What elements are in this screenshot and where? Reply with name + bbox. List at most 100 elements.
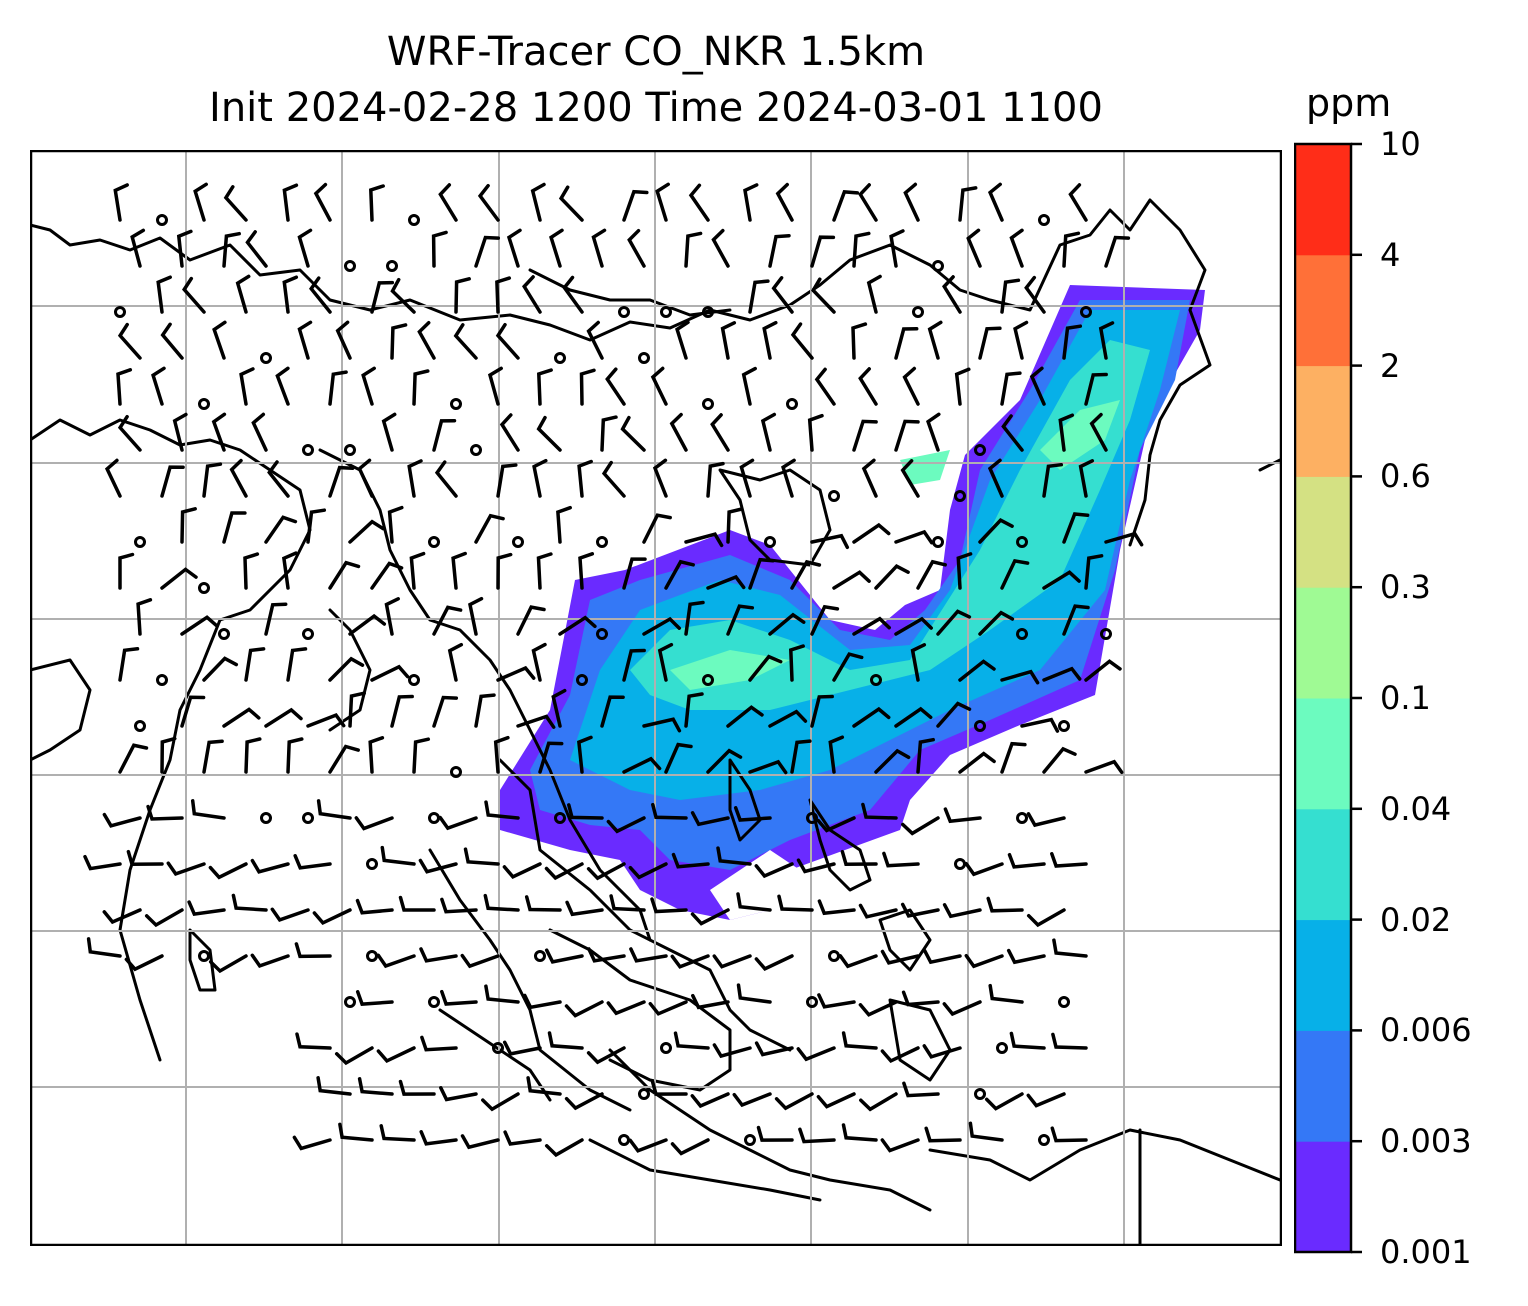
wind-barb (420, 1035, 458, 1052)
wind-barb (664, 559, 695, 590)
wind-barb (788, 644, 805, 682)
wind-barb (551, 688, 567, 728)
wind-barb (432, 418, 457, 452)
colorbar (1294, 142, 1362, 1254)
wind-barb (966, 228, 982, 268)
calm-wind-marker (638, 352, 650, 364)
wind-barb (958, 186, 978, 222)
calm-wind-marker (492, 1042, 504, 1054)
wind-barb (1104, 531, 1144, 547)
wind-barb (531, 642, 547, 682)
wind-barb (652, 458, 668, 498)
calm-wind-marker (932, 260, 944, 272)
wind-barb (861, 458, 878, 498)
wind-barb (438, 183, 458, 222)
wind-barb (936, 701, 972, 728)
wind-barb (861, 802, 898, 820)
wind-barb (338, 1122, 374, 1142)
wind-barb (243, 552, 260, 590)
colorbar-tick-label: 0.003 (1380, 1122, 1472, 1161)
wind-barb (1042, 462, 1064, 498)
wind-barb (348, 613, 387, 636)
wind-barb (675, 320, 690, 360)
calm-wind-marker (366, 950, 378, 962)
wind-barb (267, 460, 290, 498)
calm-wind-marker (996, 1042, 1008, 1054)
wind-barb (166, 861, 206, 876)
wind-barb (978, 326, 1002, 360)
calm-wind-marker (702, 306, 714, 318)
wind-barb (503, 1130, 542, 1146)
wind-barb (706, 461, 725, 498)
wind-barb (418, 858, 458, 874)
wind-barb (160, 465, 185, 498)
colorbar-segment (1295, 808, 1351, 921)
wind-barb (483, 893, 520, 912)
wind-barb (506, 228, 522, 268)
calm-wind-marker (534, 950, 546, 962)
wind-barb (900, 902, 940, 918)
map-frame (30, 150, 1282, 1246)
wind-barb (160, 322, 184, 360)
wind-barb (208, 954, 248, 974)
calm-wind-marker (974, 444, 986, 456)
wind-barb (379, 1124, 416, 1142)
wind-barb (368, 184, 385, 222)
wind-barb (526, 1076, 562, 1096)
wind-barb (1000, 371, 1022, 406)
wind-barb (193, 182, 208, 222)
wind-barb (235, 274, 251, 314)
wind-barb (212, 320, 227, 360)
colorbar-segment (1295, 254, 1351, 367)
calm-wind-marker (764, 536, 776, 548)
wind-barb (1026, 1092, 1066, 1108)
wind-barb (748, 557, 775, 590)
wind-barb (642, 717, 682, 733)
wind-barb (264, 515, 298, 544)
wind-barb (706, 748, 743, 774)
wind-barb (894, 529, 934, 545)
wind-barb (810, 235, 836, 268)
wind-barb (1089, 412, 1108, 452)
colorbar-segment (1295, 365, 1351, 477)
calm-wind-marker (408, 214, 420, 226)
wind-barb (239, 367, 255, 406)
wind-barb (286, 647, 308, 682)
wind-barb (622, 557, 647, 590)
wind-barb (688, 183, 710, 222)
wind-barb (1084, 372, 1108, 406)
wind-barb (754, 862, 794, 879)
wind-barb (113, 183, 129, 222)
wind-barb (622, 756, 662, 774)
wind-barb (368, 736, 385, 774)
wind-barb (83, 854, 122, 871)
calm-wind-marker (344, 444, 356, 456)
wind-barb (264, 707, 303, 728)
wind-barb (1029, 366, 1046, 406)
calm-wind-marker (1058, 720, 1070, 732)
wind-barb (859, 1092, 898, 1112)
wind-barb (516, 714, 556, 729)
wind-barb (684, 532, 724, 548)
wind-barb (978, 610, 1015, 636)
wind-barb (229, 458, 248, 498)
wind-barb (691, 993, 730, 1010)
colorbar-segment (1295, 698, 1351, 810)
colorbar-tick-label: 4 (1380, 235, 1401, 274)
wind-barb (187, 900, 226, 917)
wind-barb (117, 322, 142, 360)
wind-barb (222, 707, 261, 728)
wind-barb (270, 907, 310, 922)
wind-barb (180, 507, 197, 544)
wind-barb (275, 366, 290, 406)
wind-barb (900, 459, 920, 498)
wind-barb (954, 367, 971, 406)
calm-wind-marker (638, 1088, 650, 1100)
wind-barb (160, 736, 177, 774)
wind-barb (748, 654, 783, 682)
wind-barb (894, 706, 933, 728)
wind-barb (117, 414, 142, 452)
wind-barb (182, 276, 206, 314)
wind-barb (1026, 812, 1066, 828)
wind-barb (544, 862, 584, 881)
